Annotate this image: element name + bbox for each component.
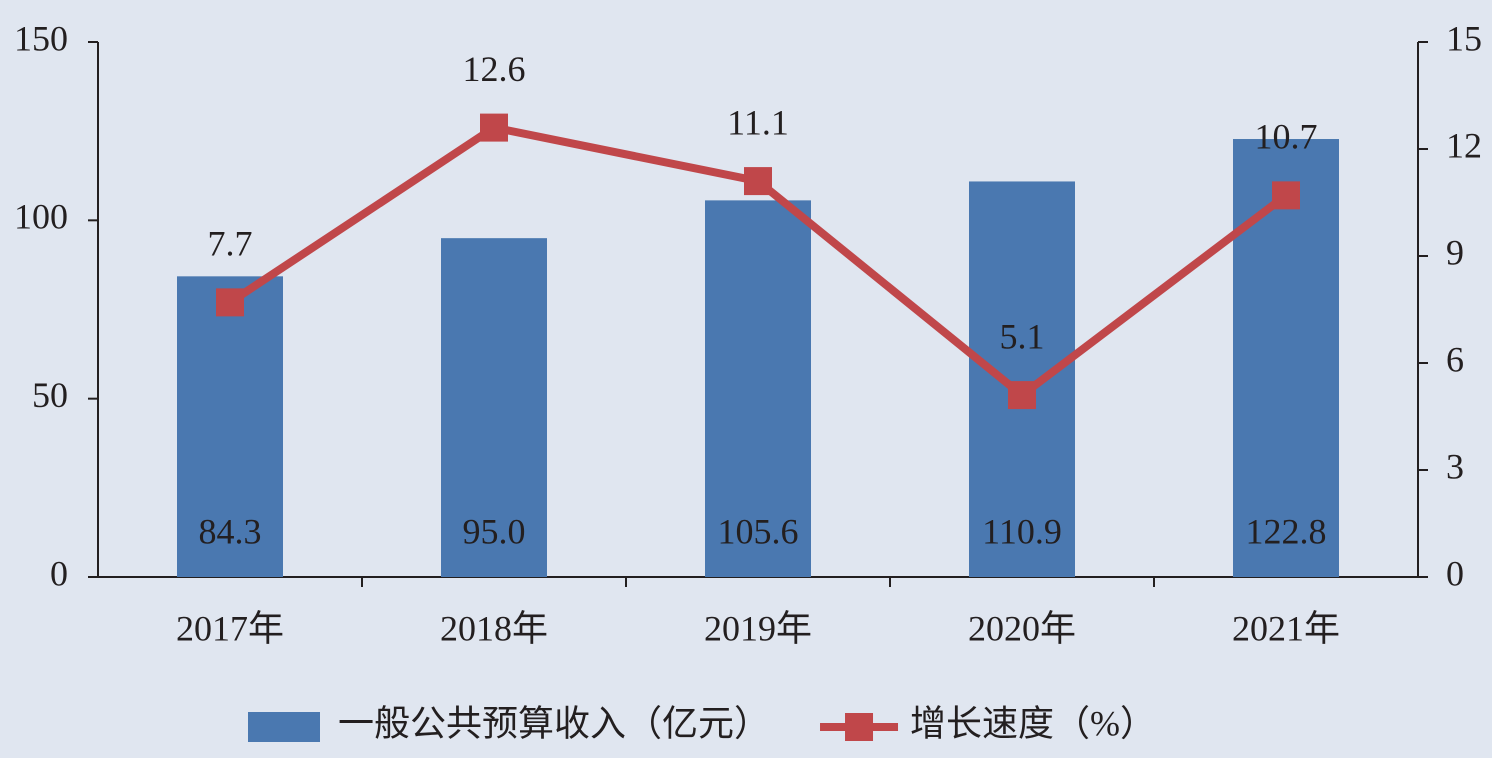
bar-value-label: 110.9 bbox=[982, 511, 1062, 551]
y2-tick-label: 9 bbox=[1446, 232, 1464, 272]
y-tick-label: 0 bbox=[50, 553, 68, 593]
line-marker bbox=[216, 288, 244, 317]
y-tick-label: 100 bbox=[14, 197, 68, 237]
bar-value-label: 105.6 bbox=[718, 511, 799, 551]
line-value-label: 11.1 bbox=[727, 102, 789, 142]
bar-value-label: 122.8 bbox=[1246, 511, 1327, 551]
bar bbox=[1233, 139, 1339, 577]
line-value-label: 7.7 bbox=[208, 224, 253, 264]
y2-tick-label: 3 bbox=[1446, 446, 1464, 486]
y2-tick-label: 12 bbox=[1446, 125, 1482, 165]
x-tick-label: 2021年 bbox=[1232, 608, 1340, 648]
x-tick-label: 2019年 bbox=[704, 608, 812, 648]
legend-label: 增长速度（%） bbox=[910, 703, 1156, 743]
x-tick-label: 2020年 bbox=[968, 608, 1076, 648]
bar bbox=[177, 276, 283, 577]
bar bbox=[969, 181, 1075, 577]
line-marker bbox=[744, 167, 772, 196]
bar bbox=[705, 200, 811, 578]
legend-marker bbox=[845, 713, 874, 741]
line-value-label: 5.1 bbox=[1000, 316, 1045, 356]
line-marker bbox=[1008, 381, 1036, 410]
line-value-label: 12.6 bbox=[463, 49, 526, 89]
legend-swatch bbox=[248, 712, 320, 742]
x-tick-label: 2017年 bbox=[176, 608, 284, 648]
y2-tick-label: 0 bbox=[1446, 553, 1464, 593]
bar-value-label: 95.0 bbox=[463, 511, 526, 551]
y-tick-label: 150 bbox=[14, 18, 68, 58]
y2-tick-label: 15 bbox=[1446, 18, 1482, 58]
y-tick-label: 50 bbox=[32, 375, 68, 415]
line-value-label: 10.7 bbox=[1255, 117, 1318, 157]
y2-tick-label: 6 bbox=[1446, 339, 1464, 379]
bar bbox=[441, 238, 547, 577]
line-marker bbox=[1272, 181, 1300, 210]
bar-value-label: 84.3 bbox=[199, 511, 262, 551]
legend-label: 一般公共预算收入（亿元） bbox=[338, 703, 770, 743]
line-marker bbox=[480, 113, 508, 142]
x-tick-label: 2018年 bbox=[440, 608, 548, 648]
